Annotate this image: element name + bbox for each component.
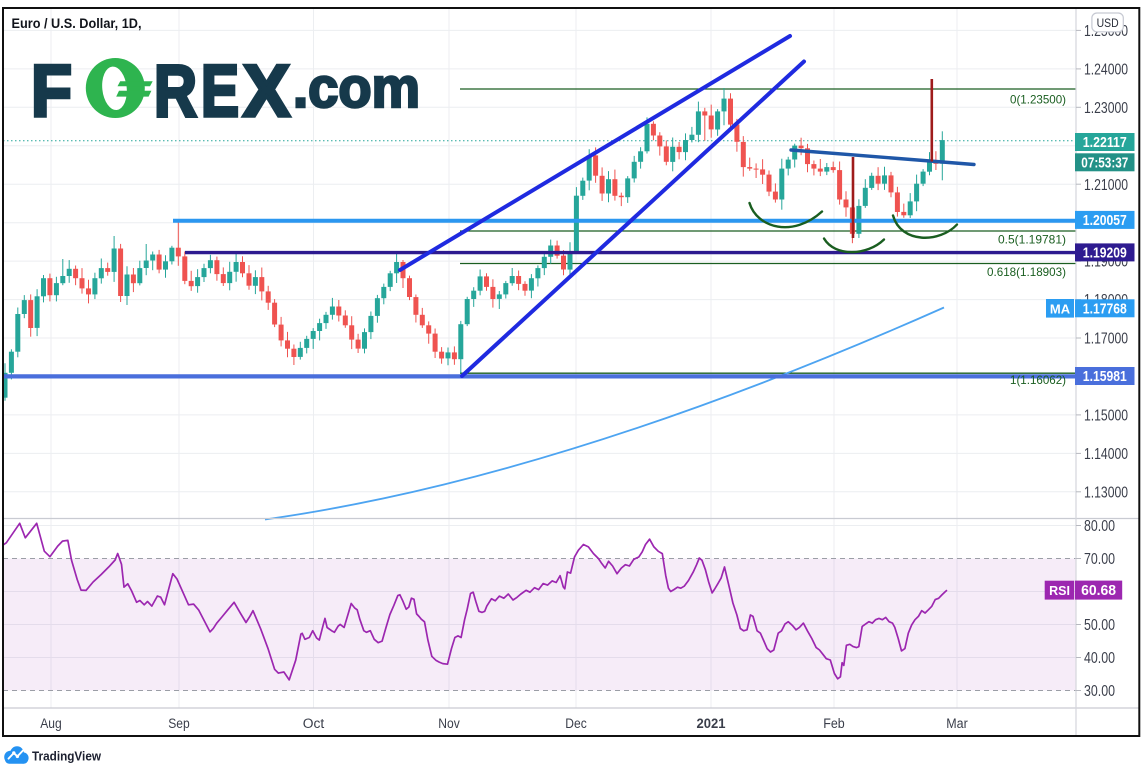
svg-text:E: E	[201, 51, 239, 132]
svg-text:1.14000: 1.14000	[1084, 446, 1128, 463]
svg-text:0.618(1.18903): 0.618(1.18903)	[987, 265, 1066, 279]
svg-text:Sep: Sep	[168, 716, 190, 731]
svg-text:1.22117: 1.22117	[1083, 134, 1127, 151]
svg-text:50.00: 50.00	[1084, 617, 1115, 634]
svg-text:1.19209: 1.19209	[1083, 244, 1127, 261]
svg-text:2021: 2021	[697, 716, 726, 731]
svg-text:TradingView: TradingView	[32, 749, 102, 764]
svg-text:80.00: 80.00	[1084, 518, 1115, 535]
svg-text:1.23000: 1.23000	[1084, 100, 1128, 117]
svg-text:RSI: RSI	[1049, 584, 1070, 598]
svg-text:MA: MA	[1050, 301, 1071, 316]
svg-text:Oct: Oct	[303, 716, 325, 731]
svg-text:Mar: Mar	[946, 716, 968, 731]
svg-text:USD: USD	[1097, 16, 1119, 30]
svg-text:F: F	[31, 51, 72, 132]
svg-text:0(1.23500): 0(1.23500)	[1010, 93, 1066, 107]
svg-text:X: X	[243, 51, 290, 132]
svg-text:1.15000: 1.15000	[1084, 408, 1128, 425]
svg-text:0.5(1.19781): 0.5(1.19781)	[998, 233, 1066, 247]
svg-text:1.15981: 1.15981	[1083, 368, 1127, 385]
svg-text:30.00: 30.00	[1084, 683, 1115, 700]
svg-text:Nov: Nov	[438, 716, 460, 731]
svg-text:40.00: 40.00	[1084, 650, 1115, 667]
svg-text:Feb: Feb	[823, 716, 845, 731]
svg-text:1.17768: 1.17768	[1083, 300, 1127, 317]
svg-text:70.00: 70.00	[1084, 551, 1115, 568]
svg-text:Dec: Dec	[565, 716, 587, 731]
svg-text:60.68: 60.68	[1081, 582, 1116, 599]
svg-text:07:53:37: 07:53:37	[1081, 154, 1128, 171]
svg-text:Euro / U.S. Dollar, 1D,: Euro / U.S. Dollar, 1D,	[12, 16, 142, 31]
svg-text:1.20057: 1.20057	[1083, 212, 1127, 229]
svg-text:.com: .com	[293, 56, 420, 120]
svg-text:Aug: Aug	[40, 716, 62, 731]
svg-text:1.17000: 1.17000	[1084, 331, 1128, 348]
svg-text:1.13000: 1.13000	[1084, 484, 1128, 501]
svg-text:1(1.16062): 1(1.16062)	[1010, 373, 1066, 387]
svg-text:1.24000: 1.24000	[1084, 62, 1128, 79]
svg-text:1.21000: 1.21000	[1084, 177, 1128, 194]
svg-text:R: R	[154, 51, 197, 132]
